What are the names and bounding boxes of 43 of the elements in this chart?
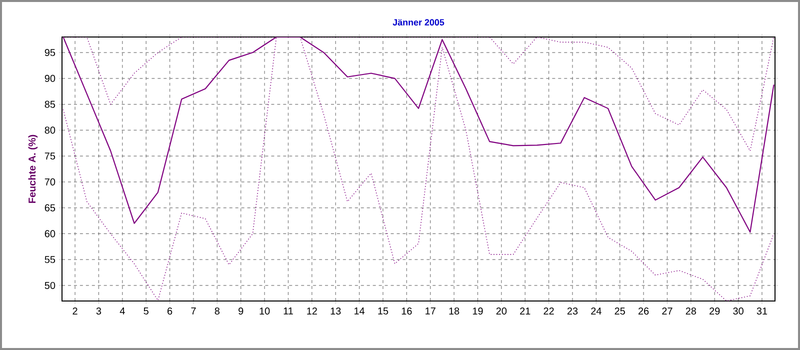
x-tick-label: 11: [284, 308, 293, 314]
x-tick-label: 21: [520, 308, 530, 314]
x-tick-label: 7: [191, 308, 196, 314]
y-tick-label: 65: [44, 204, 56, 212]
x-tick-label: 20: [496, 308, 507, 315]
x-tick-label: 2: [72, 308, 78, 314]
x-tick-label: 13: [330, 308, 341, 315]
x-tick-label: 9: [238, 308, 244, 315]
y-tick-label: 90: [44, 74, 56, 82]
y-tick-label: 95: [44, 49, 56, 56]
y-tick-label: 60: [44, 230, 56, 238]
x-tick-label: 30: [733, 308, 744, 315]
x-tick-label: 5: [144, 308, 148, 314]
chart-title: Jänner 2005: [392, 19, 444, 26]
y-tick-label: 75: [44, 152, 56, 160]
line-series: [62, 37, 774, 301]
x-tick-label: 18: [449, 308, 460, 315]
x-tick-label: 16: [402, 308, 412, 315]
x-tick-label: 3: [96, 308, 102, 315]
x-tick-label: 29: [710, 308, 720, 315]
x-tick-label: 10: [260, 308, 270, 315]
x-tick-label: 26: [638, 308, 649, 315]
x-tick-label: 14: [354, 308, 365, 314]
x-tick-label: 8: [214, 308, 220, 315]
x-tick-label: 24: [591, 308, 602, 314]
x-tick-label: 19: [472, 308, 483, 315]
x-tick-label: 15: [378, 308, 388, 314]
x-tick-label: 25: [614, 308, 625, 315]
x-tick-label: 28: [686, 308, 696, 315]
y-tick-label: 55: [44, 256, 56, 264]
x-tick-label: 22: [544, 308, 554, 314]
y-tick-label: 85: [44, 100, 56, 108]
x-tick-label: 4: [120, 308, 125, 314]
x-tick-label: 17: [426, 308, 436, 314]
x-tick-label: 27: [662, 308, 672, 314]
x-tick-label: 12: [307, 308, 317, 314]
x-tick-label: 31: [756, 308, 768, 315]
y-tick-label: 50: [44, 282, 56, 289]
x-tick-label: 23: [567, 308, 578, 315]
y-tick-label: 80: [44, 126, 56, 134]
y-axis-title: Feuchte A. (%): [28, 134, 38, 203]
y-tick-label: 70: [44, 178, 56, 186]
x-tick-label: 6: [168, 308, 172, 315]
